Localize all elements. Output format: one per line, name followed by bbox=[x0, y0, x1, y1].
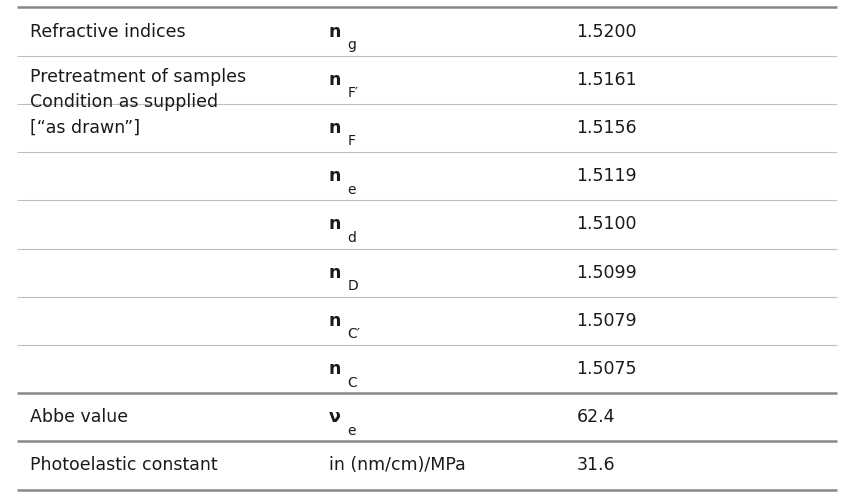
Text: e: e bbox=[347, 424, 356, 438]
Text: 31.6: 31.6 bbox=[576, 456, 614, 475]
Text: g: g bbox=[347, 38, 356, 52]
Text: 1.5200: 1.5200 bbox=[576, 22, 636, 41]
Text: d: d bbox=[347, 231, 356, 245]
Text: Photoelastic constant: Photoelastic constant bbox=[30, 456, 218, 475]
Text: 1.5099: 1.5099 bbox=[576, 263, 636, 282]
Text: n: n bbox=[328, 71, 340, 89]
Text: n: n bbox=[328, 167, 340, 185]
Text: 1.5119: 1.5119 bbox=[576, 167, 636, 185]
Text: Refractive indices: Refractive indices bbox=[30, 22, 185, 41]
Text: 1.5079: 1.5079 bbox=[576, 312, 636, 330]
Text: n: n bbox=[328, 119, 340, 137]
Text: 1.5161: 1.5161 bbox=[576, 71, 636, 89]
Text: Pretreatment of samples
Condition as supplied
[“as drawn”]: Pretreatment of samples Condition as sup… bbox=[30, 68, 246, 137]
Text: F: F bbox=[347, 135, 355, 149]
Text: n: n bbox=[328, 312, 340, 330]
Text: e: e bbox=[347, 183, 356, 197]
Text: n: n bbox=[328, 22, 340, 41]
Text: in (nm/cm)/MPa: in (nm/cm)/MPa bbox=[328, 456, 465, 475]
Text: F′: F′ bbox=[347, 86, 358, 100]
Text: 1.5100: 1.5100 bbox=[576, 215, 636, 234]
Text: n: n bbox=[328, 360, 340, 378]
Text: n: n bbox=[328, 263, 340, 282]
Text: C: C bbox=[347, 376, 357, 390]
Text: 1.5156: 1.5156 bbox=[576, 119, 636, 137]
Text: Abbe value: Abbe value bbox=[30, 408, 128, 426]
Text: C′: C′ bbox=[347, 328, 360, 341]
Text: D: D bbox=[347, 279, 358, 293]
Text: n: n bbox=[328, 215, 340, 234]
Text: ν: ν bbox=[328, 408, 340, 426]
Text: 1.5075: 1.5075 bbox=[576, 360, 636, 378]
Text: 62.4: 62.4 bbox=[576, 408, 614, 426]
